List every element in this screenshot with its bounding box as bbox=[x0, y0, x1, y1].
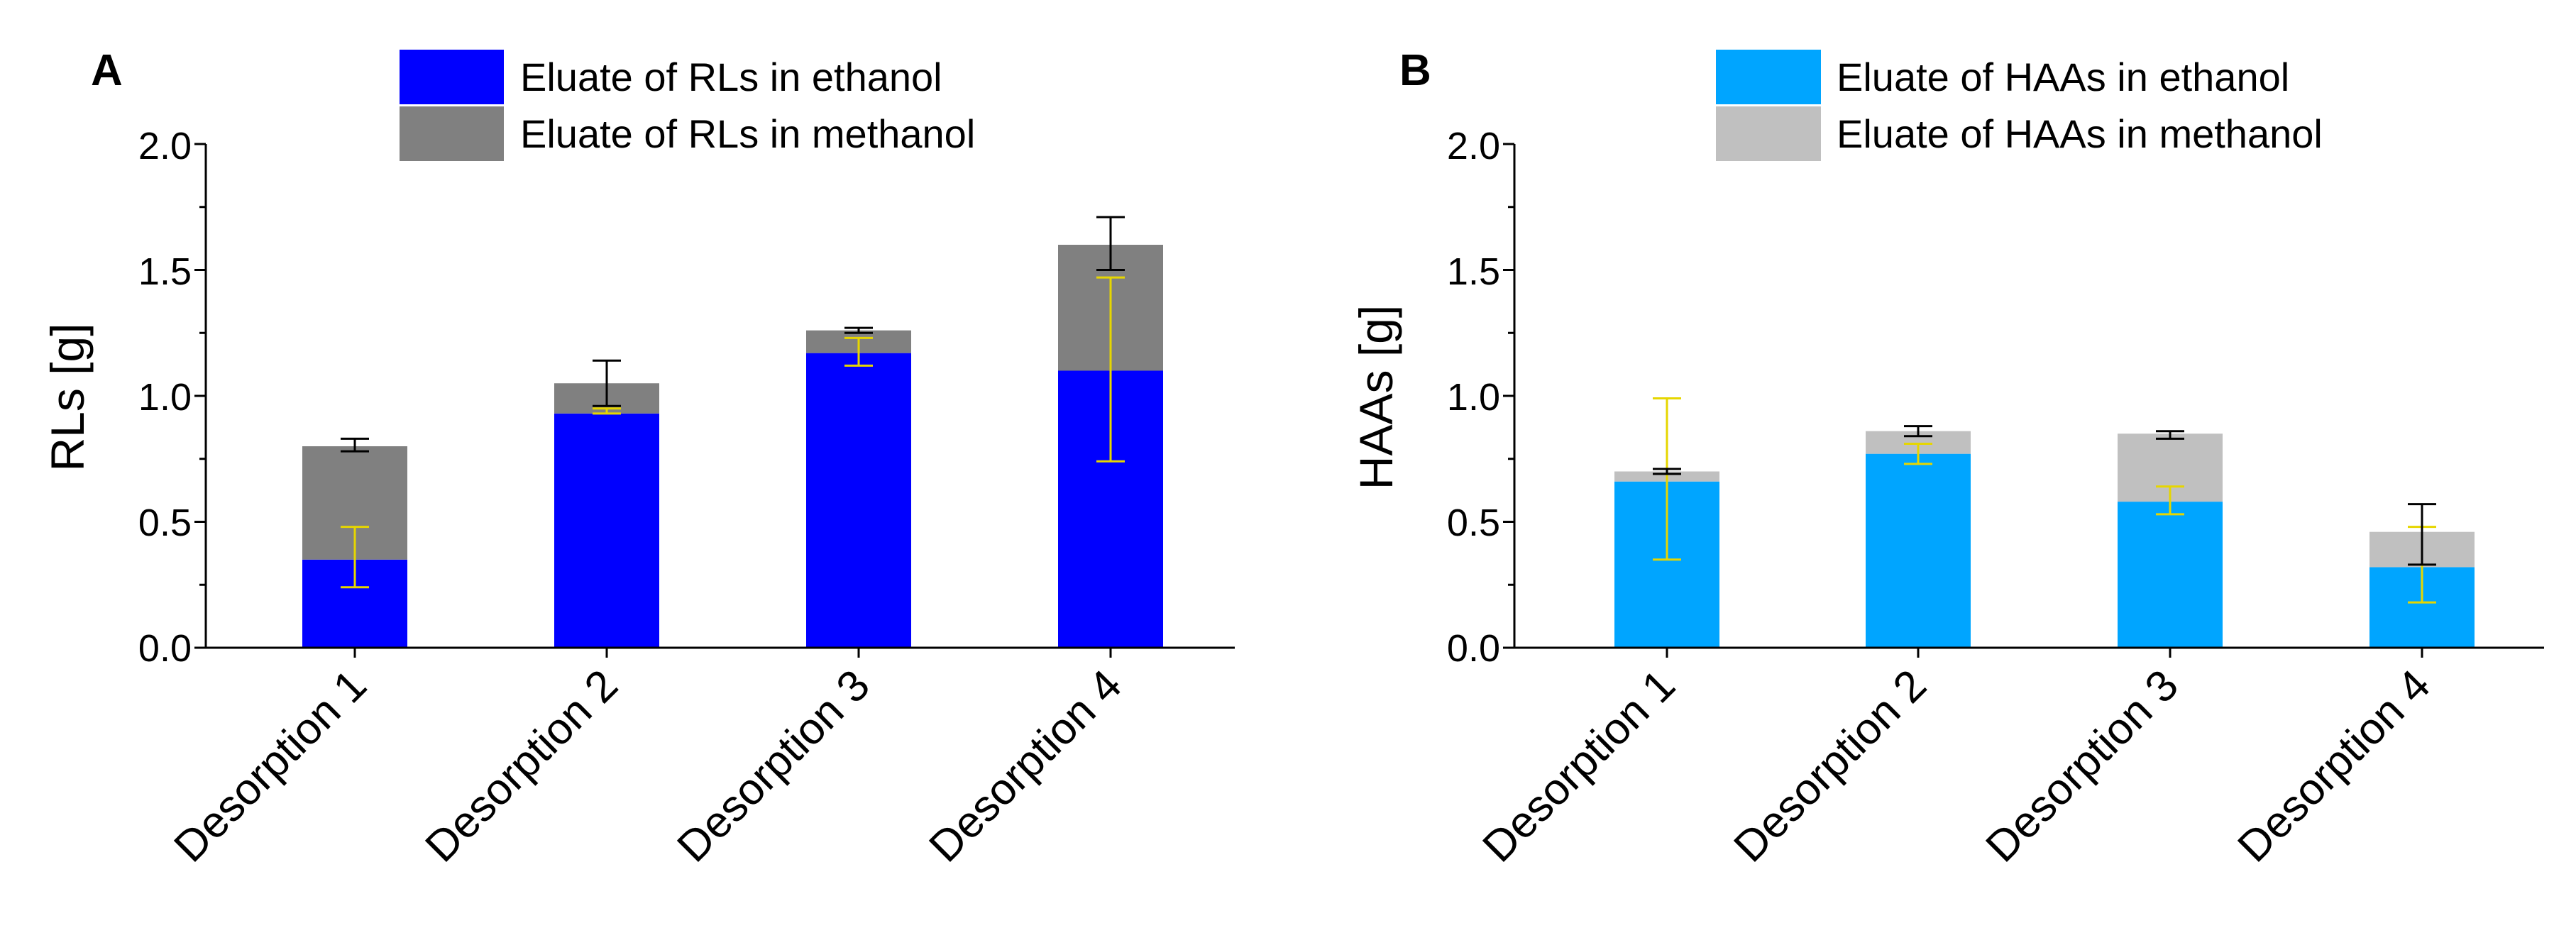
x-tick-label-desorption-3: Desorption 3 bbox=[1977, 661, 2188, 871]
legend-b: Eluate of HAAs in ethanol Eluate of HAAs… bbox=[1716, 50, 2323, 161]
bar-ethanol-3 bbox=[2118, 502, 2223, 648]
y-axis-title-b: HAAs [g] bbox=[1350, 305, 1402, 490]
legend-a: Eluate of RLs in ethanol Eluate of RLs i… bbox=[400, 50, 975, 161]
x-tick-label-desorption-2: Desorption 2 bbox=[1725, 661, 1936, 871]
legend-label-rl-ethanol: Eluate of RLs in ethanol bbox=[520, 55, 942, 99]
bar-ethanol-2 bbox=[1866, 453, 1971, 648]
y-tick-label-1-5: 1.5 bbox=[138, 250, 192, 293]
legend-swatch-haa-methanol bbox=[1716, 106, 1821, 161]
legend-swatch-rl-ethanol bbox=[400, 50, 504, 104]
y-tick-labels-a: 0.0 0.5 1.0 1.5 2.0 bbox=[138, 125, 192, 670]
y-tick-labels-b: 0.0 0.5 1.0 1.5 2.0 bbox=[1447, 125, 1500, 670]
bar-ethanol-2 bbox=[554, 413, 659, 648]
x-tick-labels-a: Desorption 1 Desorption 2 Desorption 3 D… bbox=[165, 661, 1131, 871]
x-tick-label-desorption-1: Desorption 1 bbox=[165, 661, 376, 871]
y-tick-label-2-0: 2.0 bbox=[138, 125, 192, 167]
y-tick-label-1-0: 1.0 bbox=[1447, 376, 1500, 419]
y-tick-label-0-5: 0.5 bbox=[1447, 502, 1500, 544]
panel-a: A Eluate of RLs in ethanol Eluate of RLs… bbox=[41, 46, 1235, 871]
legend-swatch-rl-methanol bbox=[400, 106, 504, 161]
x-tick-label-desorption-1: Desorption 1 bbox=[1474, 661, 1685, 871]
panel-letter-b: B bbox=[1399, 46, 1431, 95]
plot-area-a bbox=[194, 143, 1235, 658]
x-tick-label-desorption-4: Desorption 4 bbox=[2229, 661, 2440, 871]
x-tick-labels-b: Desorption 1 Desorption 2 Desorption 3 D… bbox=[1474, 661, 2440, 871]
panel-b: B Eluate of HAAs in ethanol Eluate of HA… bbox=[1350, 46, 2544, 871]
y-tick-label-0-0: 0.0 bbox=[1447, 627, 1500, 670]
y-axis-title-a: RLs [g] bbox=[41, 323, 94, 471]
legend-label-haa-ethanol: Eluate of HAAs in ethanol bbox=[1837, 55, 2289, 99]
x-tick-label-desorption-4: Desorption 4 bbox=[920, 661, 1131, 871]
y-tick-label-2-0: 2.0 bbox=[1447, 125, 1500, 167]
y-tick-label-0-0: 0.0 bbox=[138, 627, 192, 670]
y-tick-label-1-0: 1.0 bbox=[138, 376, 192, 419]
panel-letter-a: A bbox=[91, 46, 123, 95]
bar-ethanol-3 bbox=[806, 353, 911, 648]
legend-label-rl-methanol: Eluate of RLs in methanol bbox=[520, 111, 975, 156]
x-tick-label-desorption-3: Desorption 3 bbox=[668, 661, 879, 871]
legend-swatch-haa-ethanol bbox=[1716, 50, 1821, 104]
y-tick-label-1-5: 1.5 bbox=[1447, 250, 1500, 293]
plot-area-b bbox=[1503, 143, 2544, 658]
legend-label-haa-methanol: Eluate of HAAs in methanol bbox=[1837, 111, 2323, 156]
y-tick-label-0-5: 0.5 bbox=[138, 502, 192, 544]
x-tick-label-desorption-2: Desorption 2 bbox=[417, 661, 627, 871]
